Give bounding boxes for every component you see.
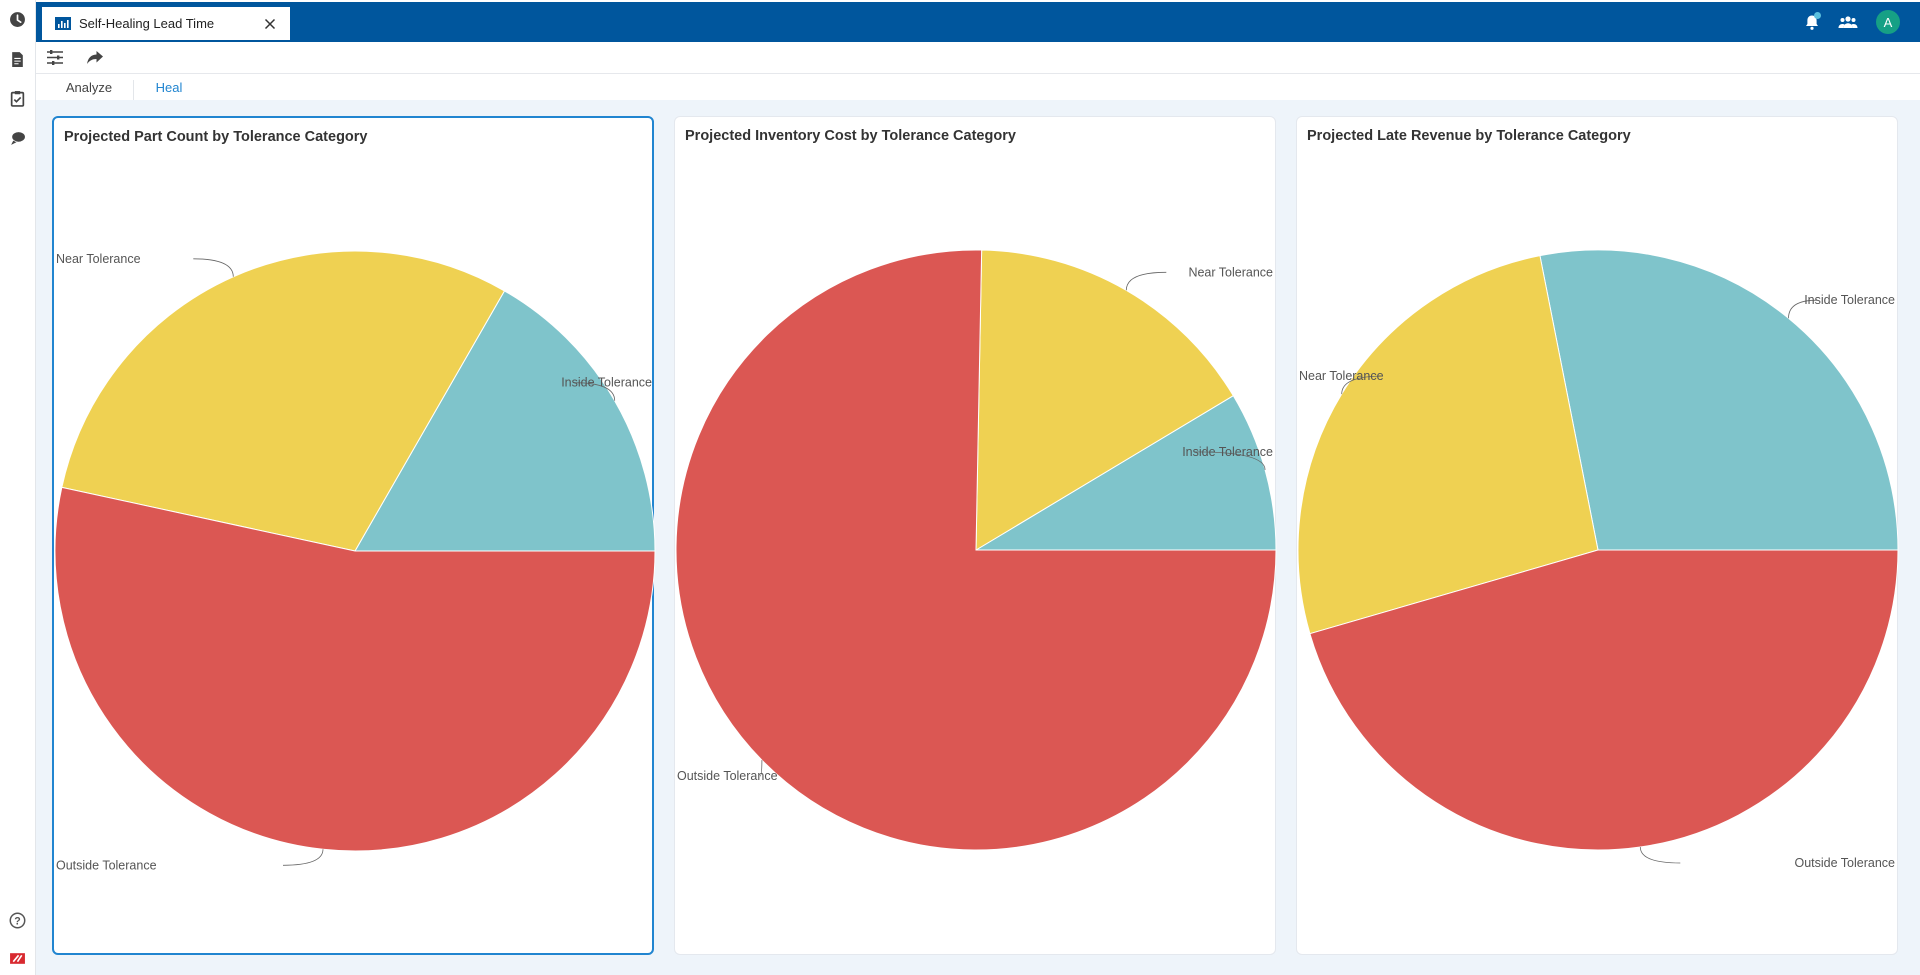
pie-slice-near-tolerance[interactable] bbox=[975, 249, 1234, 551]
notification-dot bbox=[1814, 11, 1821, 19]
chart-icon bbox=[55, 17, 71, 30]
tab-analyze-label: Analyze bbox=[65, 80, 113, 95]
avatar[interactable]: A bbox=[1876, 10, 1900, 34]
label-leader-line bbox=[1194, 451, 1266, 470]
panel-inventory-cost[interactable]: Projected Inventory Cost by Tolerance Ca… bbox=[674, 116, 1277, 955]
tab-heal-label: Heal bbox=[155, 80, 183, 95]
notifications-button[interactable] bbox=[1804, 11, 1821, 31]
tab-analyze[interactable]: Analyze bbox=[56, 80, 122, 100]
pie-chart-late-revenue: Inside Tolerance Near Tolerance Outside To… bbox=[1297, 249, 1899, 870]
pie-slice-outside-tolerance[interactable] bbox=[54, 486, 656, 852]
share-icon[interactable] bbox=[86, 50, 104, 65]
pie-label-inside-tolerance: Inside Tolerance bbox=[1804, 293, 1895, 307]
label-leader-line bbox=[282, 849, 324, 866]
svg-text:?: ? bbox=[14, 915, 20, 927]
brand-logo-icon bbox=[10, 953, 25, 964]
pie-label-outside-tolerance: Outside Tolerance bbox=[1794, 856, 1895, 870]
panel-title: Projected Late Revenue by Tolerance Cate… bbox=[1307, 128, 1631, 144]
document-tab[interactable]: Self-Healing Lead Time bbox=[42, 7, 290, 40]
label-leader-line bbox=[573, 382, 616, 401]
left-rail: ? bbox=[0, 0, 36, 975]
panel-title: Projected Inventory Cost by Tolerance Ca… bbox=[685, 128, 1016, 144]
pie-slice-inside-tolerance[interactable] bbox=[974, 394, 1277, 551]
document-tab-title: Self-Healing Lead Time bbox=[79, 16, 215, 31]
label-leader-line bbox=[759, 760, 763, 777]
label-leader-line bbox=[1788, 299, 1818, 319]
pie-slice-near-tolerance[interactable] bbox=[61, 250, 506, 552]
pie-chart-inventory-cost: Inside Tolerance Near Tolerance Outside To… bbox=[675, 249, 1277, 851]
panel-title: Projected Part Count by Tolerance Catego… bbox=[64, 129, 368, 145]
pie-label-outside-tolerance: Outside Tolerance bbox=[56, 858, 157, 872]
pie-slice-inside-tolerance[interactable] bbox=[354, 290, 656, 552]
pie-label-inside-tolerance: Inside Tolerance bbox=[561, 376, 652, 390]
pie-slice-inside-tolerance[interactable] bbox=[1539, 249, 1899, 551]
pie-label-near-tolerance: Near Tolerance bbox=[1188, 265, 1273, 279]
pie-slice-outside-tolerance[interactable] bbox=[675, 249, 1277, 851]
history-icon[interactable] bbox=[9, 11, 26, 28]
close-icon[interactable] bbox=[264, 18, 276, 30]
top-bar: Self-Healing Lead Time A bbox=[36, 0, 1920, 42]
header-actions: A bbox=[1804, 10, 1900, 34]
label-leader-line bbox=[193, 258, 234, 277]
clipboard-check-icon[interactable] bbox=[9, 90, 26, 107]
pie-label-inside-tolerance: Inside Tolerance bbox=[1182, 445, 1273, 459]
panel-part-count[interactable]: Projected Part Count by Tolerance Catego… bbox=[52, 116, 656, 955]
document-icon[interactable] bbox=[9, 51, 26, 68]
pie-label-outside-tolerance: Outside Tolerance bbox=[677, 769, 778, 783]
pie-label-near-tolerance: Near Tolerance bbox=[56, 252, 141, 266]
pie-chart-part-count: Inside Tolerance Near Tolerance Outside To… bbox=[54, 250, 656, 872]
comments-icon[interactable] bbox=[9, 130, 26, 147]
tab-heal[interactable]: Heal bbox=[133, 80, 204, 102]
label-leader-line bbox=[1639, 846, 1681, 864]
filter-settings-icon[interactable] bbox=[46, 49, 64, 66]
panel-late-revenue[interactable]: Projected Late Revenue by Tolerance Cate… bbox=[1296, 116, 1899, 955]
users-icon[interactable] bbox=[1838, 15, 1858, 29]
dashboard-content: Projected Part Count by Tolerance Catego… bbox=[36, 100, 1920, 975]
toolbar bbox=[36, 42, 1920, 74]
view-tabs: Analyze Heal bbox=[36, 74, 1920, 102]
pie-label-near-tolerance: Near Tolerance bbox=[1299, 369, 1384, 383]
label-leader-line bbox=[1125, 271, 1167, 291]
label-leader-line bbox=[1341, 375, 1383, 395]
help-icon[interactable]: ? bbox=[9, 912, 26, 929]
